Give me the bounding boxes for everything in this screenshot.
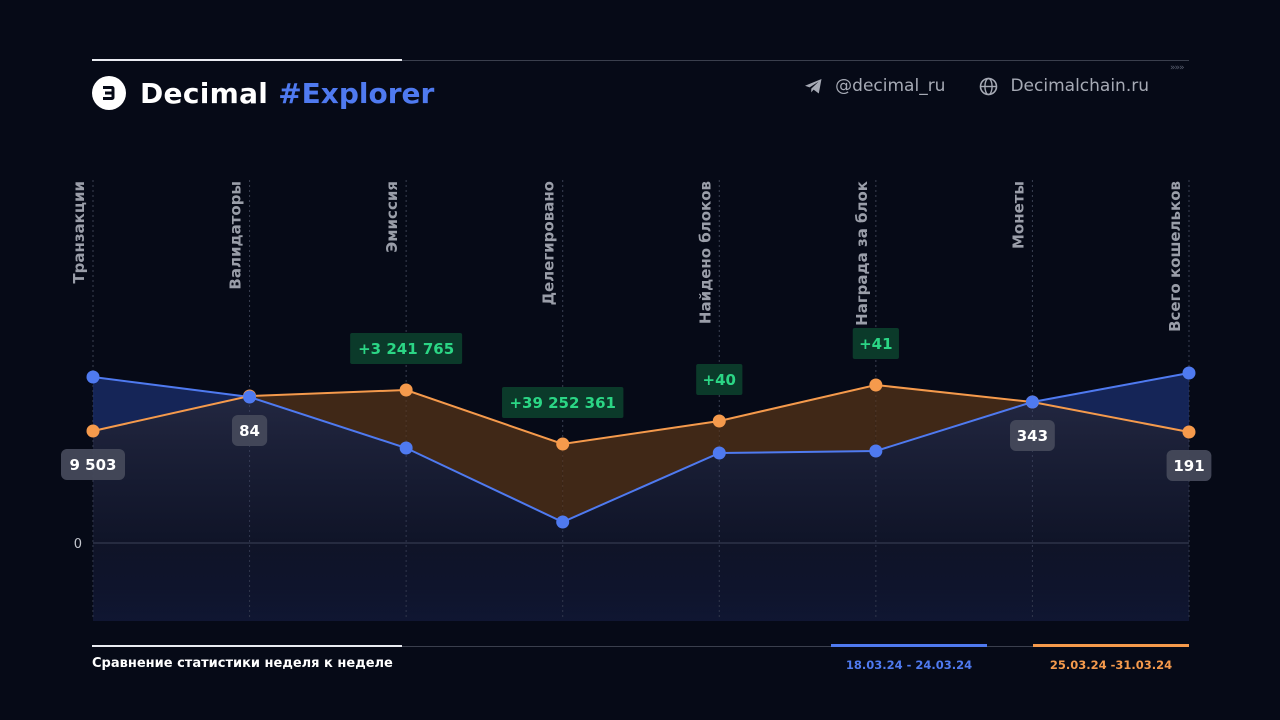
value-label-bg [231, 415, 268, 446]
point-week2 [556, 437, 570, 451]
header-rule [92, 60, 1189, 61]
brand: Decimal #Explorer [92, 74, 434, 112]
band-week1-higher [1032, 373, 1189, 432]
line-week2 [92, 383, 1190, 446]
telegram-handle: @decimal_ru [835, 76, 946, 96]
brand-tag: #Explorer [278, 76, 435, 110]
point-week1 [86, 370, 100, 384]
increase-badge-bg [502, 387, 624, 418]
category-label: Всего кошельков [1166, 181, 1184, 332]
point-week2 [869, 378, 883, 392]
telegram-link[interactable]: @decimal_ru [804, 76, 945, 96]
legend-bar-week1 [831, 644, 987, 647]
legend-bar-week2 [1033, 644, 1189, 647]
decimal-logo-icon [92, 76, 126, 110]
globe-icon [980, 77, 998, 95]
value-label: 84 [231, 415, 268, 446]
telegram-icon [805, 78, 822, 93]
band-week2-higher [249, 390, 407, 448]
point-week1 [243, 390, 257, 404]
category-label: Делегировано [540, 181, 558, 305]
increase-badge: +41 [852, 328, 899, 359]
category-label: Транзакции [70, 181, 88, 284]
band-week2-higher [875, 385, 1033, 451]
point-week1 [1025, 395, 1039, 409]
increase-badge-text: +3 241 765 [358, 340, 454, 358]
increase-badge-text: +41 [859, 335, 892, 353]
point-week1 [1182, 366, 1196, 380]
point-week2 [399, 383, 413, 397]
category-label: Награда за блок [853, 181, 871, 326]
band-week2-higher [562, 421, 720, 522]
footer-rule-accent [92, 645, 402, 647]
point-week2 [1182, 425, 1196, 439]
value-label-bg [1010, 420, 1055, 451]
brand-name: Decimal [140, 76, 269, 110]
legend-label-week1: 18.03.24 - 24.03.24 [845, 658, 973, 672]
point-week1 [399, 441, 413, 455]
website-text: Decimalchain.ru [1010, 76, 1149, 96]
legend-label-week2: 25.03.24 -31.03.24 [1049, 658, 1173, 672]
category-label: Валидаторы [227, 181, 245, 290]
value-label-text: 84 [239, 422, 260, 440]
contacts: @decimal_ru Decimalchain.ru [804, 74, 1149, 98]
value-label-bg [61, 449, 125, 480]
value-label-text: 191 [1173, 457, 1204, 475]
category-label: Монеты [1009, 181, 1027, 249]
website-link[interactable]: Decimalchain.ru [979, 76, 1149, 96]
category-label: Найдено блоков [696, 181, 714, 324]
band-week2-higher [406, 390, 563, 522]
increase-badge: +40 [696, 364, 743, 395]
increase-badge: +39 252 361 [502, 387, 624, 418]
value-label: 9 503 [61, 449, 125, 480]
line-week1 [92, 372, 1190, 524]
value-label-text: 343 [1017, 427, 1048, 445]
value-label: 191 [1166, 450, 1212, 481]
footer-rule [92, 646, 1189, 647]
zero-tick-label: 0 [74, 537, 82, 552]
increase-badge-bg [696, 364, 743, 395]
category-label: Эмиссия [383, 181, 401, 253]
increase-badge-bg [350, 333, 463, 364]
point-week2 [86, 424, 100, 438]
value-label-bg [1166, 450, 1212, 481]
band-week1-higher [93, 377, 247, 431]
arrows-decoration: »»» [1170, 63, 1184, 73]
band-week2-higher [719, 385, 876, 453]
footer-caption: Сравнение статистики неделя к неделе [92, 656, 393, 671]
point-week1 [556, 515, 570, 529]
increase-badge-bg [852, 328, 899, 359]
increase-badge-text: +40 [703, 371, 736, 389]
point-week1 [869, 444, 883, 458]
increase-badge-text: +39 252 361 [509, 394, 616, 412]
value-label-text: 9 503 [70, 456, 117, 474]
area-under [93, 397, 1189, 621]
point-week1 [712, 446, 726, 460]
value-label: 343 [1010, 420, 1055, 451]
point-week2 [712, 414, 726, 428]
increase-badge: +3 241 765 [350, 333, 463, 364]
header-rule-accent [92, 59, 402, 61]
